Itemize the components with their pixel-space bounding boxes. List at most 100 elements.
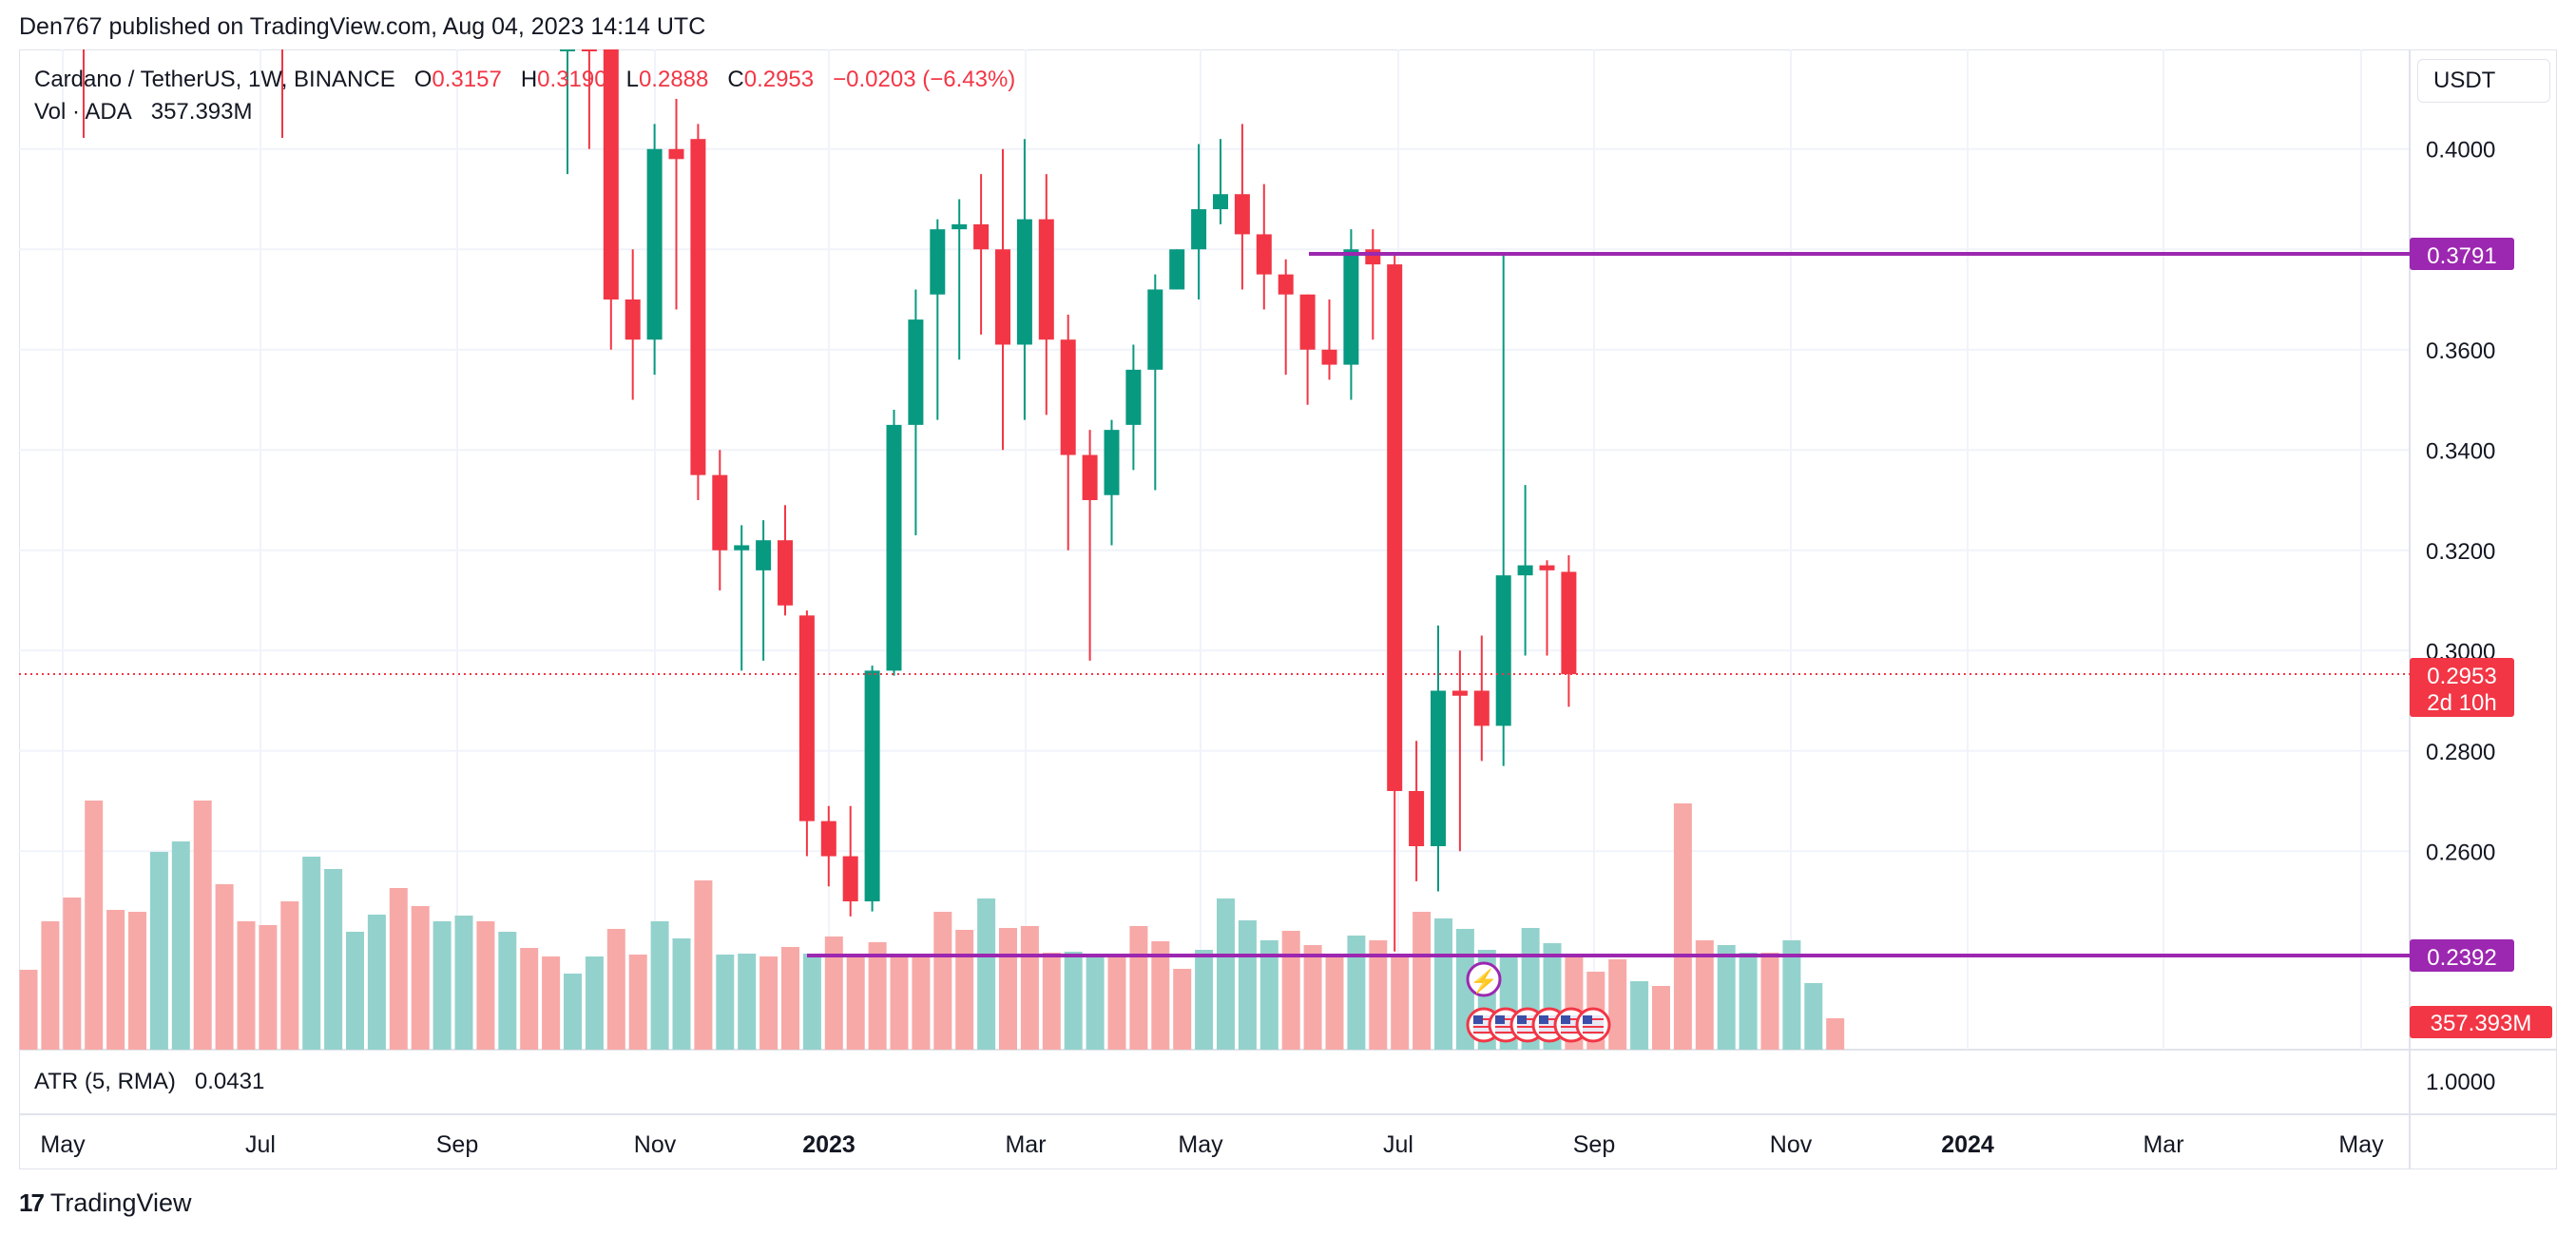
candle-body: [1060, 339, 1076, 455]
volume-bar: [19, 970, 38, 1050]
volume-bar: [498, 932, 517, 1050]
volume-bar: [1369, 940, 1388, 1050]
volume-bar: [1652, 986, 1670, 1050]
volume-bar: [389, 888, 408, 1050]
volume-bar: [912, 955, 931, 1050]
support-tag: [2410, 939, 2514, 972]
volume-label[interactable]: Vol · ADA: [34, 99, 132, 125]
volume-bar: [346, 932, 364, 1050]
candle-body: [995, 249, 1010, 345]
volume-value: 357.393M: [150, 99, 253, 125]
volume-bar: [476, 921, 495, 1050]
volume-bar: [106, 910, 125, 1050]
x-tick-label: Nov: [1770, 1131, 1813, 1158]
tradingview-logo[interactable]: 17 TradingView: [19, 1188, 192, 1218]
y-tick-label: 0.3400: [2426, 438, 2495, 464]
volume-bar: [999, 928, 1017, 1050]
candle-body: [1451, 690, 1468, 696]
candle-body: [952, 223, 968, 230]
symbol-name[interactable]: Cardano / TetherUS, 1W, BINANCE: [34, 67, 395, 92]
us-flag-icon-canton: [1561, 1015, 1570, 1024]
x-tick-label: Mar: [2143, 1131, 2183, 1158]
candle-body: [1473, 690, 1490, 726]
us-flag-icon-canton: [1517, 1015, 1527, 1024]
low-value: 0.2888: [638, 67, 709, 92]
candle-body: [1191, 209, 1207, 250]
volume-bar: [585, 956, 604, 1050]
candle-body: [1082, 454, 1098, 501]
atr-value: 0.0431: [194, 1069, 265, 1094]
x-tick-label: 2024: [1941, 1131, 1994, 1158]
candle-body: [1539, 565, 1555, 570]
publisher-line: Den767 published on TradingView.com, Aug…: [19, 13, 706, 40]
volume-bar: [955, 930, 974, 1050]
x-tick-label: 2023: [802, 1131, 855, 1158]
candle-body: [1365, 249, 1381, 265]
candle-body: [1387, 264, 1403, 791]
candle-body: [886, 424, 902, 671]
candle-body: [734, 545, 750, 550]
candle-body: [930, 229, 946, 295]
volume-bar: [1739, 953, 1758, 1050]
volume-legend: Vol · ADA 357.393M: [34, 99, 252, 126]
volume-bar: [868, 942, 887, 1050]
volume-bar: [542, 956, 561, 1050]
volume-bar: [1630, 981, 1649, 1050]
candle-body: [1169, 249, 1185, 290]
volume-bar: [1695, 940, 1714, 1050]
volume-bar: [85, 801, 104, 1050]
lightning-icon: [1466, 961, 1502, 997]
candle-body: [778, 540, 793, 606]
volume-bar: [280, 901, 299, 1050]
currency-button[interactable]: USDT: [2417, 59, 2550, 103]
brand-name: TradingView: [49, 1188, 192, 1217]
volume-bar: [1195, 950, 1214, 1050]
volume-bar: [63, 898, 82, 1050]
volume-bar: [41, 921, 60, 1050]
last-price-tag-text: 0.2953: [2427, 664, 2496, 689]
y-tick-label: 0.2600: [2426, 840, 2495, 865]
us-flag-icon-canton: [1583, 1015, 1592, 1024]
candle-body: [1278, 274, 1294, 295]
chart-frame: [19, 49, 2557, 1169]
x-tick-label: May: [2338, 1131, 2384, 1158]
volume-bar: [738, 954, 757, 1050]
symbol-legend: Cardano / TetherUS, 1W, BINANCE O0.3157 …: [34, 67, 1015, 93]
candle-body: [646, 148, 663, 340]
volume-bar: [1173, 969, 1192, 1050]
volume-bar: [1281, 931, 1300, 1050]
high-label: H: [520, 67, 538, 92]
volume-bar: [1303, 945, 1322, 1050]
candle-body: [756, 540, 772, 570]
candle-body: [1256, 234, 1272, 275]
close-label: C: [727, 67, 744, 92]
atr-label[interactable]: ATR (5, RMA): [34, 1069, 176, 1094]
volume-bar: [324, 869, 343, 1050]
volume-bar: [171, 841, 190, 1050]
volume-bar: [694, 880, 713, 1050]
candle-body: [581, 49, 597, 51]
support-tag-text: 0.2392: [2427, 945, 2496, 971]
candle-body: [1343, 249, 1359, 365]
candle-body: [1125, 369, 1142, 425]
candle-body: [1431, 690, 1446, 847]
atr-legend: ATR (5, RMA) 0.0431: [34, 1069, 264, 1095]
volume-bar: [716, 955, 735, 1050]
volume-bar: [1826, 1018, 1845, 1050]
volume-bar: [933, 912, 952, 1050]
volume-bar: [606, 929, 625, 1050]
volume-bar: [1782, 940, 1801, 1050]
candle-body: [668, 148, 684, 160]
volume-bar: [1434, 918, 1452, 1050]
last-price-tag: [2410, 658, 2514, 718]
volume-bar: [1413, 912, 1432, 1050]
candle-body: [1561, 571, 1577, 675]
volume-bar: [628, 955, 647, 1050]
volume-bar: [1347, 936, 1366, 1050]
volume-tag-text: 357.393M: [2431, 1011, 2532, 1036]
candle-body: [1299, 294, 1316, 350]
volume-bar: [1129, 926, 1148, 1050]
volume-bar: [1673, 803, 1692, 1050]
x-tick-label: Sep: [436, 1131, 478, 1158]
